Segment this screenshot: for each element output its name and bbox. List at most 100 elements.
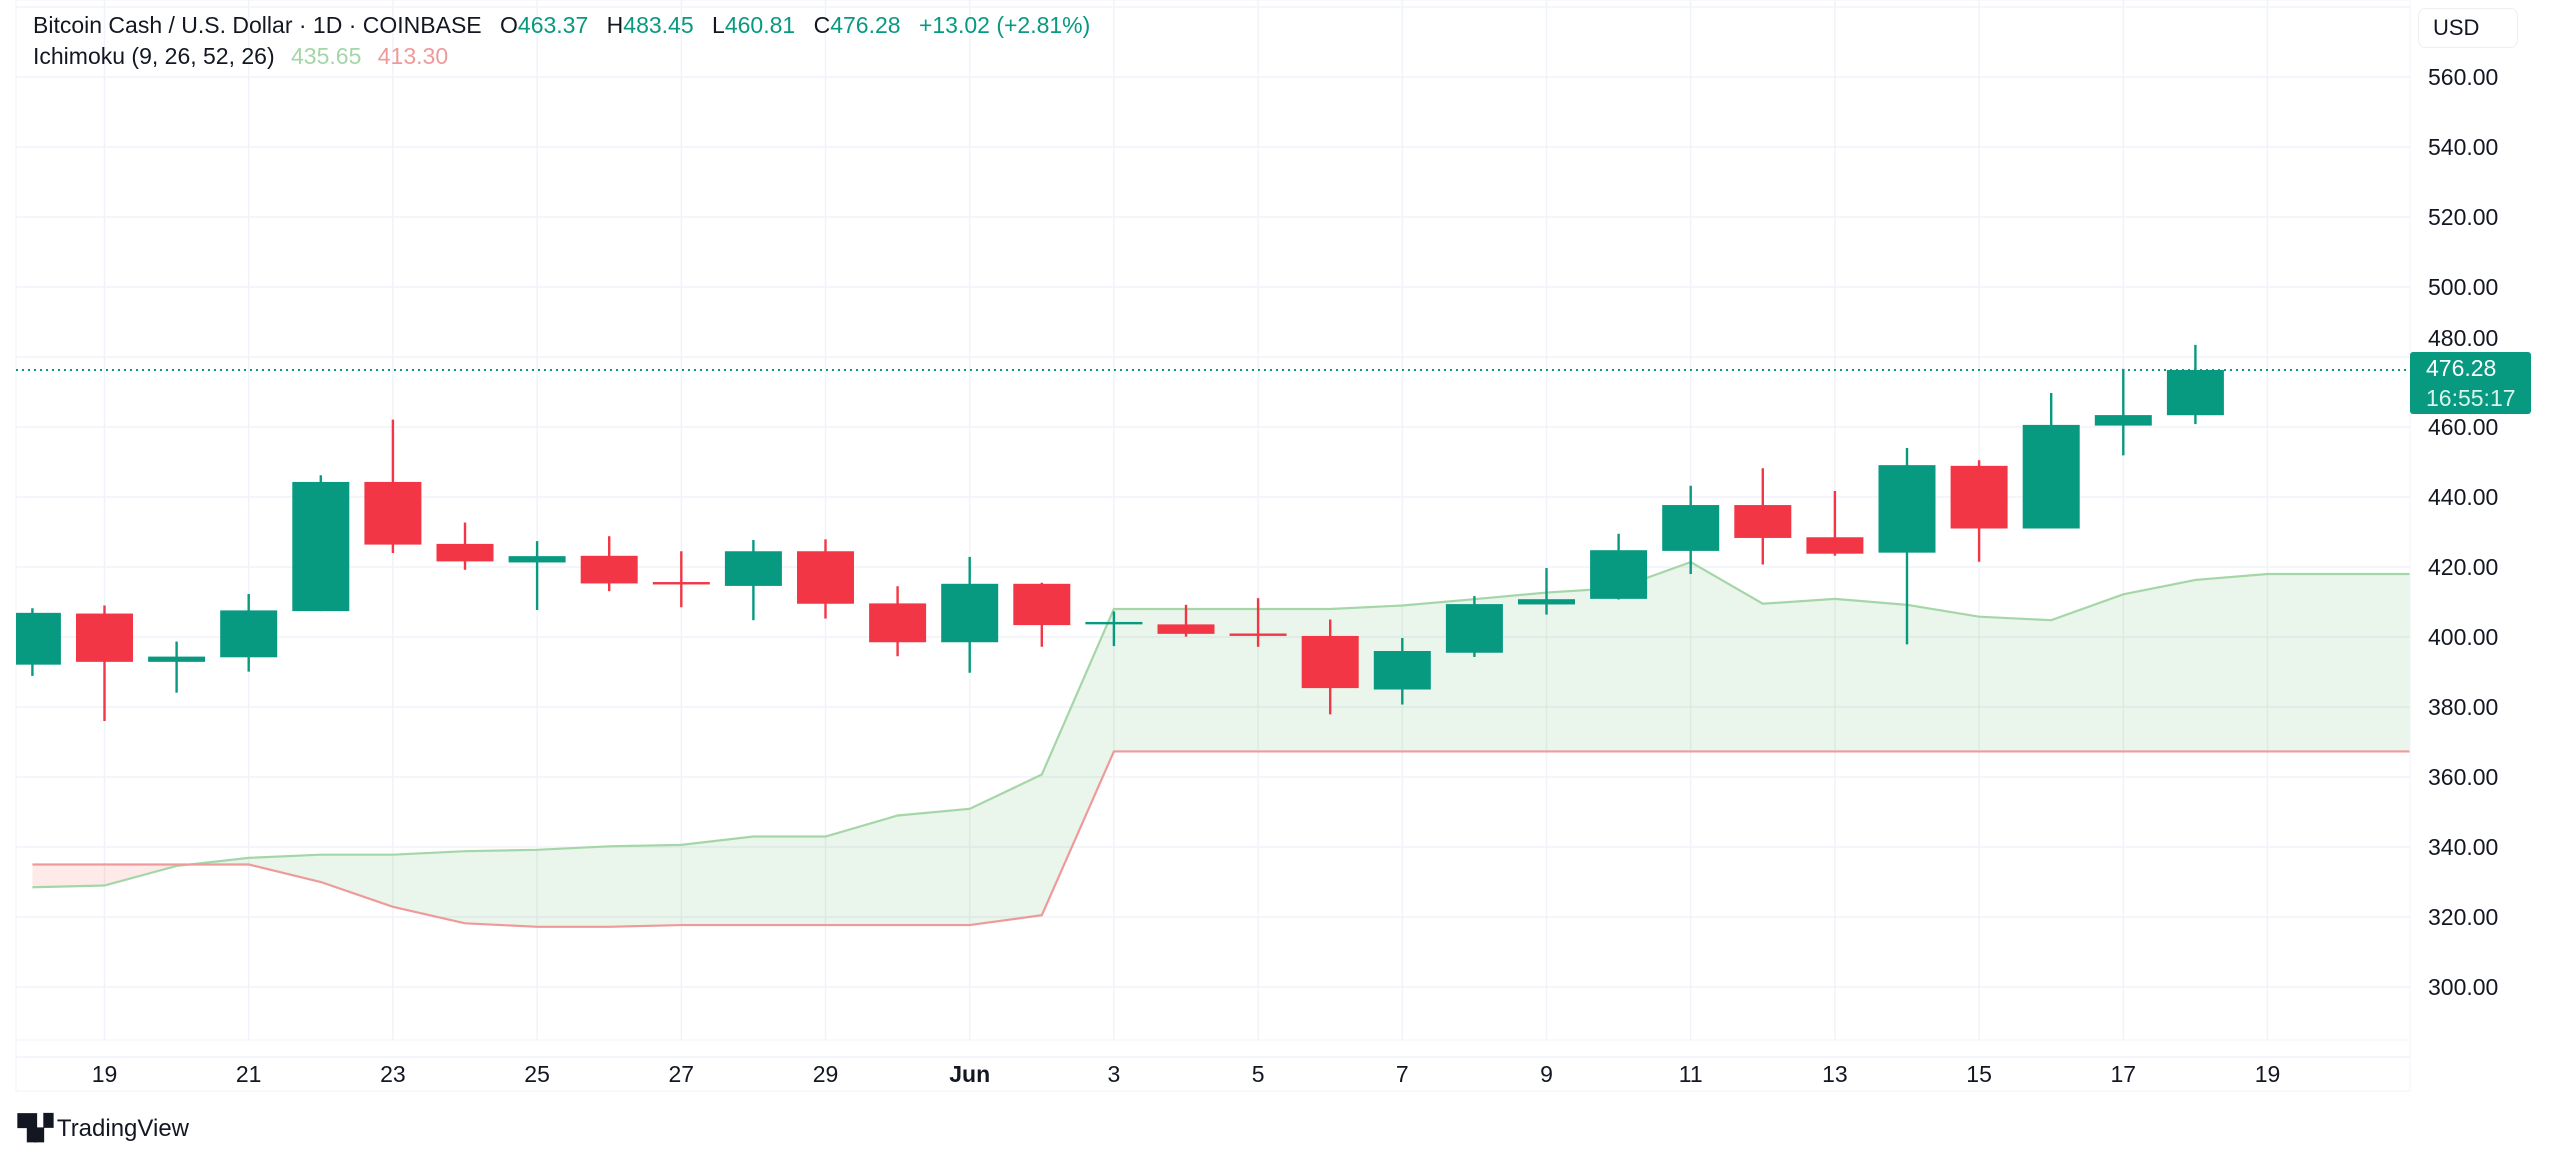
symbol-legend: Bitcoin Cash / U.S. Dollar · 1D · COINBA… <box>33 10 1090 41</box>
candle-body <box>652 582 710 585</box>
candle-body <box>2094 415 2152 426</box>
high-label: H <box>606 12 624 38</box>
time-tick-label: 11 <box>1679 1061 1703 1087</box>
candle-body <box>1157 624 1215 634</box>
cloud-fill-segment <box>1041 609 1114 916</box>
cloud-fill-segment <box>537 846 610 927</box>
brand-name: TradingView <box>56 1114 189 1142</box>
time-tick-label: 23 <box>380 1061 406 1087</box>
time-tick-label: 15 <box>1966 1061 1992 1087</box>
bar-countdown: 16:55:17 <box>2426 385 2516 411</box>
candle <box>76 605 133 721</box>
price-tick-label: 340.00 <box>2428 834 2498 860</box>
currency-button[interactable]: USD <box>2418 8 2518 48</box>
cloud-fill-segment <box>681 836 754 926</box>
candle <box>652 551 710 608</box>
cloud-fill-segment <box>609 844 682 927</box>
price-axis[interactable]: 300.00 320.00 340.00 360.00 380.00 400.00 420.… <box>2428 64 2498 1000</box>
span-b-line <box>32 750 2410 928</box>
candle-body <box>1518 599 1575 605</box>
price-tick-label: 320.00 <box>2428 904 2498 930</box>
low-label: L <box>712 12 725 38</box>
candle-body <box>220 610 278 658</box>
candle <box>1590 533 1648 600</box>
cloud-fill-segment <box>392 851 465 924</box>
candle <box>2094 368 2152 456</box>
cloud-fill-segment <box>2195 574 2268 752</box>
candle-body <box>797 551 854 604</box>
symbol-title[interactable]: Bitcoin Cash / U.S. Dollar · 1D · COINBA… <box>33 12 482 38</box>
cloud-fill-segment <box>2339 574 2410 752</box>
candle-body <box>1806 537 1864 554</box>
tradingview-logo-icon: ▜▞ <box>18 1115 53 1142</box>
candle <box>2022 393 2080 529</box>
price-tick-label: 360.00 <box>2428 764 2498 790</box>
close-value: 476.28 <box>830 12 901 38</box>
span-a-line <box>32 560 2410 889</box>
cloud-fill-segment <box>32 864 105 888</box>
time-tick-label: 21 <box>236 1061 262 1087</box>
time-tick-label: 19 <box>92 1061 118 1087</box>
price-tick-label: 520.00 <box>2428 204 2498 230</box>
time-tick-label: 29 <box>813 1061 839 1087</box>
price-tick-label: 480.00 <box>2428 325 2498 351</box>
candle-body <box>1229 633 1287 636</box>
low-value: 460.81 <box>724 12 796 38</box>
price-tick-label: 400.00 <box>2428 624 2498 650</box>
candle-body <box>148 656 206 662</box>
last-price-value: 476.28 <box>2426 355 2496 381</box>
candle-body <box>2022 424 2080 529</box>
time-axis[interactable]: 19 21 23 25 27 29 Jun 3 5 7 9 11 13 15 17 19 <box>92 1061 2281 1087</box>
cloud-fill-segment <box>1690 562 1763 752</box>
candle <box>580 536 638 592</box>
cloud-fill-segment <box>969 774 1042 926</box>
candle-body <box>1085 621 1143 625</box>
candle-body <box>364 481 422 545</box>
candle-body <box>1590 550 1648 599</box>
cloud-fill-segment <box>1186 609 1259 752</box>
cloud-fill-segment <box>753 836 826 926</box>
candle <box>16 608 61 676</box>
cloud-fill-segment <box>465 849 538 927</box>
span-b-value: 413.30 <box>377 43 449 69</box>
cloud-fill-segment <box>1546 588 1619 752</box>
candle-body <box>2166 370 2224 416</box>
candle-body <box>1445 604 1503 653</box>
price-tick-label: 460.00 <box>2428 414 2498 440</box>
candle-body <box>941 583 999 643</box>
cloud-fill-segment <box>320 854 393 907</box>
cloud-fill-segment <box>1762 598 1835 752</box>
candles <box>16 344 2224 721</box>
span-a-value: 435.65 <box>291 43 362 69</box>
cloud-fill-segment <box>2123 579 2196 752</box>
candle <box>1662 485 1720 574</box>
candle <box>292 475 350 612</box>
candle-body <box>1662 505 1720 551</box>
ichimoku-cloud <box>32 560 2410 928</box>
chart-legend: Bitcoin Cash / U.S. Dollar · 1D · COINBA… <box>33 10 1090 72</box>
cloud-fill-segment <box>2267 574 2340 752</box>
candle <box>220 593 278 672</box>
candle <box>1229 598 1287 647</box>
time-tick-label: 5 <box>1252 1061 1265 1087</box>
time-tick-label: 17 <box>2111 1061 2137 1087</box>
candle-body <box>436 543 494 562</box>
cloud-fill-segment <box>1618 562 1691 752</box>
last-price-marker: 476.28 16:55:17 <box>16 352 2531 415</box>
candle <box>1734 468 1792 565</box>
candle-body <box>16 612 61 665</box>
price-tick-label: 560.00 <box>2428 64 2498 90</box>
candle-body <box>1878 465 1936 553</box>
candle <box>1085 611 1143 647</box>
price-tick-label: 420.00 <box>2428 554 2498 580</box>
candle-body <box>1373 651 1431 690</box>
candle <box>1518 568 1575 615</box>
indicator-title[interactable]: Ichimoku (9, 26, 52, 26) <box>33 43 275 69</box>
cloud-fill-segment <box>1907 604 1980 752</box>
candle-body <box>724 551 782 586</box>
price-tick-label: 540.00 <box>2428 134 2498 160</box>
cloud-fill-segment <box>1979 616 2052 752</box>
tradingview-logo[interactable]: ▜▞ TradingView <box>18 1114 189 1143</box>
candle <box>724 540 782 621</box>
